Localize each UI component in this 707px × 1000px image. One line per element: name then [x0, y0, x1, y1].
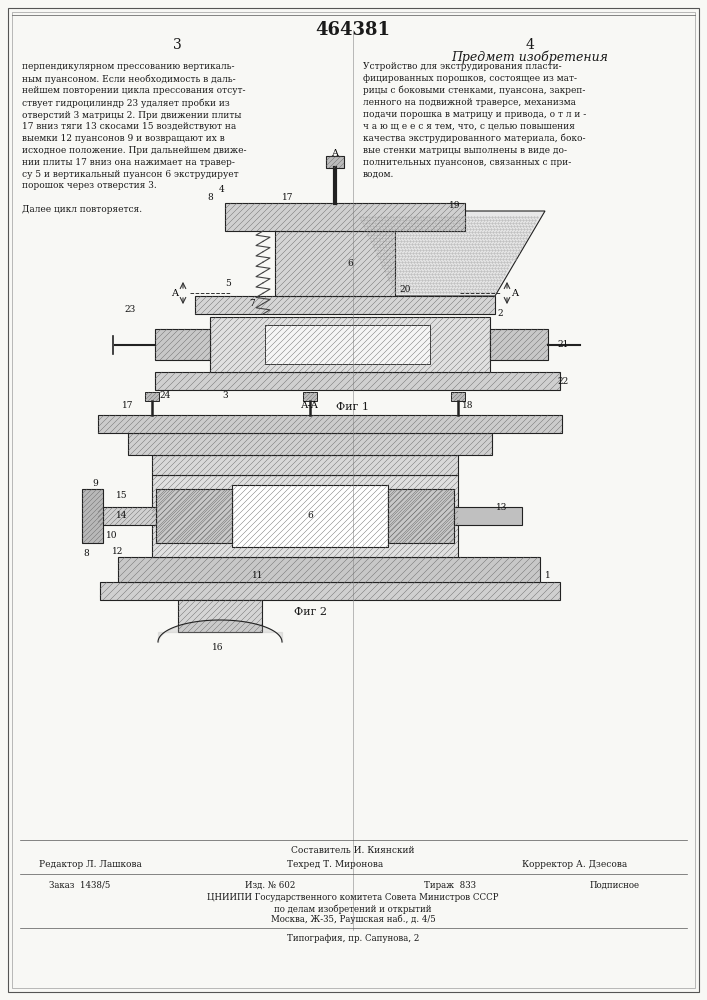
Bar [490, 329, 548, 360]
Text: 6: 6 [347, 259, 353, 268]
Text: A: A [511, 288, 518, 298]
Bar [454, 507, 522, 525]
Text: 2: 2 [497, 310, 503, 318]
Bar [155, 329, 210, 360]
Text: ЦНИИПИ Государственного комитета Совета Министров СССР: ЦНИИПИ Государственного комитета Совета … [207, 893, 498, 902]
Text: Фиг 2: Фиг 2 [293, 607, 327, 617]
Bar [265, 325, 430, 364]
Text: Москва, Ж-35, Раушская наб., д. 4/5: Москва, Ж-35, Раушская наб., д. 4/5 [271, 915, 436, 924]
Text: Заказ  1438/5: Заказ 1438/5 [49, 881, 111, 890]
Text: 10: 10 [106, 532, 118, 540]
Text: 6: 6 [307, 512, 313, 520]
Bar [225, 203, 465, 231]
Text: 7: 7 [249, 300, 255, 308]
Text: 8: 8 [83, 550, 89, 558]
Text: 3: 3 [173, 38, 182, 52]
Text: 13: 13 [496, 504, 508, 512]
Text: 14: 14 [116, 512, 128, 520]
Text: Корректор А. Дзесова: Корректор А. Дзесова [522, 860, 628, 869]
Bar [210, 317, 490, 372]
Bar [118, 557, 540, 582]
Bar [155, 372, 560, 390]
Text: Устройство для экструдирования пласти-
фицированных порошков, состоящее из мат-
: Устройство для экструдирования пласти- ф… [363, 62, 586, 179]
Text: 4: 4 [219, 184, 225, 194]
Text: А-А: А-А [301, 400, 319, 410]
Text: A: A [172, 288, 178, 298]
Text: 23: 23 [124, 304, 136, 314]
Bar [152, 475, 458, 557]
Text: Предмет изобретения: Предмет изобретения [452, 50, 609, 64]
Text: по делам изобретений и открытий: по делам изобретений и открытий [274, 904, 432, 914]
Text: Типография, пр. Сапунова, 2: Типография, пр. Сапунова, 2 [287, 934, 419, 943]
Polygon shape [355, 211, 545, 296]
Text: Фиг 1: Фиг 1 [337, 402, 370, 412]
Bar [100, 582, 560, 600]
Bar [451, 392, 465, 401]
Text: Составитель И. Киянский: Составитель И. Киянский [291, 846, 415, 855]
Text: 4: 4 [525, 38, 534, 52]
Text: 22: 22 [557, 376, 568, 385]
Bar [195, 296, 495, 314]
Text: 17: 17 [282, 192, 293, 202]
Text: 5: 5 [225, 279, 231, 288]
Text: Изд. № 602: Изд. № 602 [245, 881, 296, 890]
Bar [388, 489, 454, 543]
Bar [275, 231, 395, 296]
Bar [232, 485, 388, 547]
Bar [152, 455, 458, 475]
Bar [98, 507, 156, 525]
Text: 20: 20 [399, 286, 411, 294]
Text: 464381: 464381 [315, 21, 390, 39]
Text: A: A [332, 148, 339, 157]
Text: 11: 11 [252, 572, 264, 580]
Text: Редактор Л. Лашкова: Редактор Л. Лашкова [39, 860, 141, 869]
Text: 15: 15 [116, 491, 128, 500]
Text: 16: 16 [212, 644, 223, 652]
Bar [128, 433, 492, 455]
Bar [145, 392, 159, 401]
Text: 18: 18 [462, 401, 474, 410]
Bar [98, 415, 562, 433]
Text: 9: 9 [92, 479, 98, 488]
Bar [303, 392, 317, 401]
Bar [326, 156, 344, 168]
Text: перпендикулярном прессованию вертикаль-
ным пуансоном. Если необходимость в даль: перпендикулярном прессованию вертикаль- … [22, 62, 247, 214]
Text: 8: 8 [207, 192, 213, 202]
Text: 21: 21 [557, 340, 568, 349]
Text: 24: 24 [159, 391, 170, 400]
Bar [178, 600, 262, 632]
Text: 3: 3 [222, 391, 228, 400]
Bar [82, 489, 103, 543]
Text: 17: 17 [122, 401, 134, 410]
Text: 1: 1 [545, 572, 551, 580]
Text: 19: 19 [449, 200, 461, 210]
Bar [156, 489, 232, 543]
Text: Тираж  833: Тираж 833 [424, 881, 476, 890]
Text: 12: 12 [112, 548, 124, 556]
Text: Техред Т. Миронова: Техред Т. Миронова [287, 860, 383, 869]
Text: Подписное: Подписное [590, 881, 640, 890]
